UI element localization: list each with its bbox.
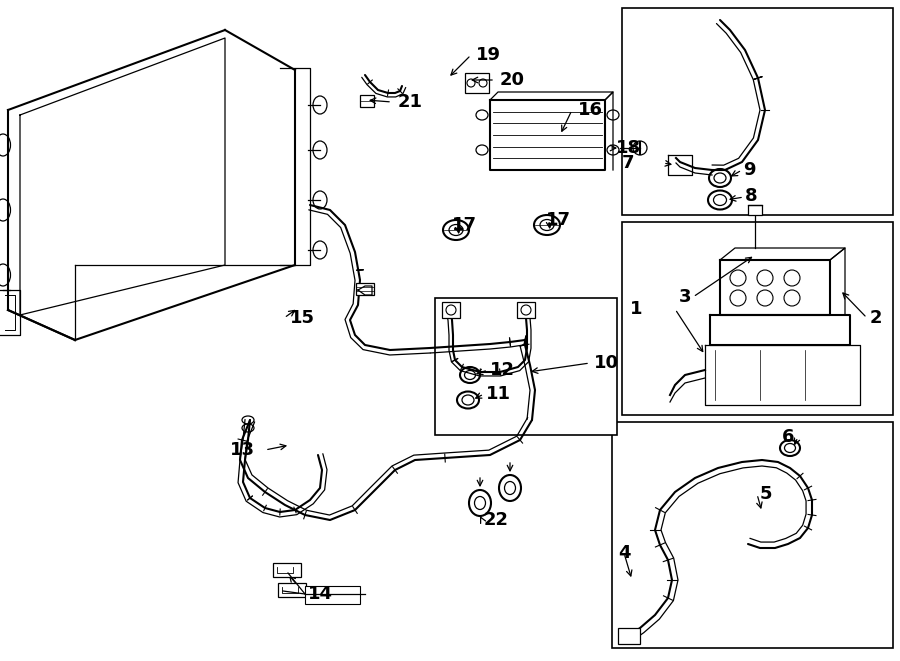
Bar: [435, 298, 617, 435]
Text: 17: 17: [452, 216, 477, 234]
Bar: [442, 302, 460, 318]
Text: 15: 15: [290, 309, 315, 327]
Text: 11: 11: [486, 385, 511, 403]
Bar: [273, 563, 301, 577]
Bar: [305, 586, 360, 604]
Text: 9: 9: [743, 161, 755, 179]
Text: 17: 17: [546, 211, 571, 229]
Text: 14: 14: [308, 585, 333, 603]
Text: 12: 12: [490, 361, 515, 379]
Bar: [278, 583, 306, 597]
Text: 22: 22: [484, 511, 509, 529]
Bar: [517, 302, 535, 318]
Text: 19: 19: [476, 46, 501, 64]
Text: 18: 18: [616, 139, 641, 157]
Text: 7: 7: [622, 154, 634, 172]
Bar: [622, 8, 893, 215]
Text: 1: 1: [630, 300, 643, 318]
Bar: [465, 73, 489, 93]
Text: 6: 6: [782, 428, 795, 446]
Bar: [622, 222, 893, 415]
Bar: [360, 95, 374, 107]
Bar: [748, 205, 762, 215]
Text: 4: 4: [618, 544, 631, 562]
Bar: [356, 283, 374, 295]
Text: 20: 20: [500, 71, 525, 89]
Text: 16: 16: [578, 101, 603, 119]
Bar: [612, 422, 893, 648]
Bar: [618, 628, 640, 644]
Text: 21: 21: [398, 93, 423, 111]
Text: 8: 8: [745, 187, 758, 205]
Text: 13: 13: [230, 441, 255, 459]
Text: 2: 2: [870, 309, 883, 327]
Text: 5: 5: [760, 485, 772, 503]
Text: 10: 10: [594, 354, 619, 372]
Text: 3: 3: [679, 288, 691, 306]
